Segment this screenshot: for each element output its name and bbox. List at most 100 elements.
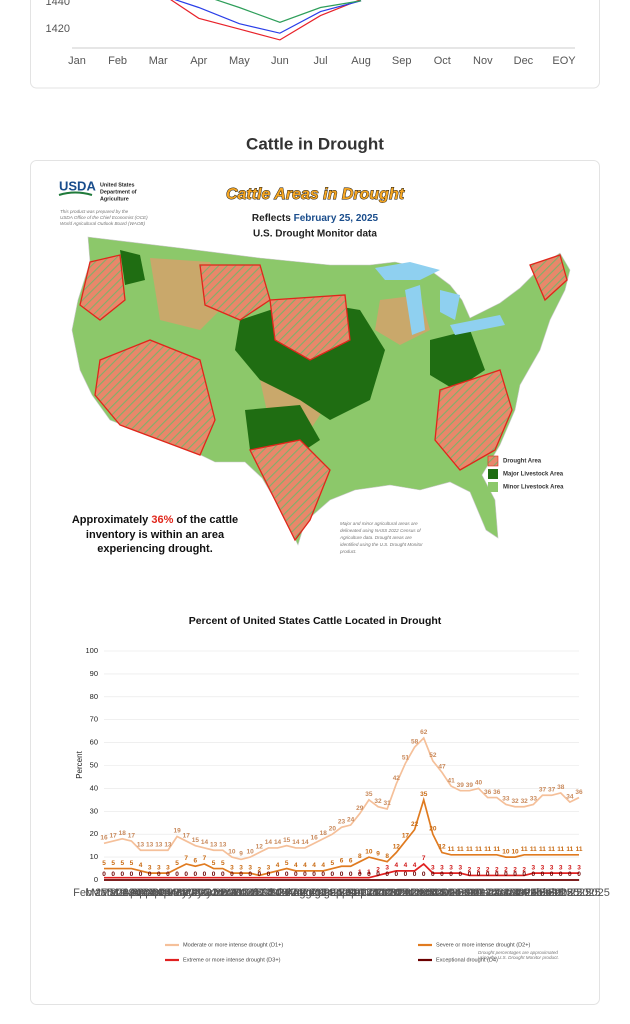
- data-label: 9: [239, 851, 243, 858]
- series-line: [170, 0, 362, 41]
- chart-card: [30, 0, 600, 89]
- data-label: 11: [493, 846, 500, 853]
- data-label: 37: [539, 786, 547, 793]
- data-label: 39: [466, 782, 474, 789]
- x-tick-label: Feb: [108, 55, 127, 67]
- data-label: 10: [247, 848, 255, 855]
- data-label: 8: [385, 853, 389, 860]
- x-tick-label: Jan 21 2025: [503, 887, 564, 899]
- reflects: Reflects: [252, 213, 291, 224]
- y-axis-label: Percent: [75, 750, 84, 778]
- x-tick-label: Nov 19 2024: [420, 887, 482, 899]
- lake: [405, 285, 425, 335]
- series-line: [174, 0, 362, 34]
- x-tick-label: Mar 19 2024: [101, 887, 163, 899]
- data-label: 3: [559, 864, 563, 871]
- data-label: 4: [303, 862, 307, 869]
- x-tick-label: Oct 8 2024: [369, 887, 423, 899]
- data-label: 3: [449, 864, 453, 871]
- data-label: 12: [393, 844, 401, 851]
- x-tick-label: Nov: [473, 55, 493, 67]
- legend-swatch: [487, 455, 499, 467]
- data-label: 35: [420, 791, 428, 798]
- legend-swatch: [488, 469, 498, 479]
- prepared-note: World Agricultural Outlook Board (WAOB): [60, 221, 145, 226]
- data-label: 3: [248, 864, 252, 871]
- x-tick-label: Nov 26 2024: [429, 887, 491, 899]
- data-label: 0: [120, 871, 124, 878]
- data-label: 4: [394, 862, 398, 869]
- x-tick-label: Sep: [392, 55, 412, 67]
- x-tick-label: Jul 9 2024: [252, 887, 303, 899]
- data-label: 13: [137, 841, 145, 848]
- data-label: 0: [102, 871, 106, 878]
- data-label: 2: [376, 867, 380, 874]
- data-label: 0: [184, 871, 188, 878]
- y-tick-label: 10: [90, 852, 98, 861]
- data-label: 11: [466, 846, 473, 853]
- data-label: 0: [221, 871, 225, 878]
- top-chart: 1420 1440 Jan Feb Mar Apr May Jun Jul Aug Sep Oct No…: [46, 0, 576, 67]
- x-tick-label: Feb 4 2025: [524, 887, 580, 899]
- summary-line: inventory is within an area: [86, 529, 225, 541]
- data-label: 38: [557, 784, 565, 791]
- drought-area: [434, 369, 513, 471]
- data-label: 11: [475, 846, 482, 853]
- data-label: 0: [175, 871, 179, 878]
- data-label: 4: [276, 862, 280, 869]
- y-tick-label: 80: [90, 692, 98, 701]
- series-line: [214, 0, 362, 23]
- x-tick-label: May 7 2024: [167, 887, 224, 899]
- map-title: Cattle Areas in Drought: [226, 186, 405, 203]
- x-tick-label: Feb 25 2025: [548, 887, 610, 899]
- data-label: 32: [374, 798, 382, 805]
- data-label: 4: [404, 862, 408, 869]
- major-livestock: [120, 250, 145, 285]
- y-tick-label: 70: [90, 715, 98, 724]
- data-label: 6: [340, 857, 344, 864]
- legend-label: Moderate or more intense drought (D1+): [183, 942, 283, 948]
- legend-label: Exceptional drought (D4): [436, 957, 498, 963]
- summary-line: experiencing drought.: [97, 543, 213, 555]
- x-tick-label: Mar: [149, 55, 168, 67]
- data-label: 0: [559, 871, 563, 878]
- data-label: 0: [513, 871, 517, 878]
- data-label: 40: [475, 780, 483, 787]
- data-label: 51: [402, 754, 410, 761]
- x-tick-label: Jun 25 2024: [229, 887, 290, 899]
- data-label: 0: [212, 871, 216, 878]
- data-label: 7: [184, 855, 188, 862]
- lake: [375, 262, 440, 280]
- x-tick-label: Dec: [514, 55, 534, 67]
- data-label: 5: [212, 860, 216, 867]
- x-tick-label: Jan 14 2025: [494, 887, 555, 899]
- x-tick-label: Oct: [434, 55, 451, 67]
- data-label: 2: [504, 867, 508, 874]
- legend-label: Severe or more intense drought (D2+): [436, 942, 531, 948]
- data-label: 5: [111, 860, 115, 867]
- x-tick-label: Nov 12 2024: [411, 887, 473, 899]
- x-tick-label: May 14 2024: [173, 887, 237, 899]
- data-label: 0: [285, 871, 289, 878]
- data-label: 17: [183, 832, 191, 839]
- map-footnote: identified using the U.S. Drought Monito…: [340, 542, 423, 547]
- data-label: 62: [420, 729, 428, 736]
- x-tick-label: Mar 26 2024: [110, 887, 172, 899]
- data-label: 3: [157, 864, 161, 871]
- data-label: 16: [310, 835, 318, 842]
- data-label: 3: [239, 864, 243, 871]
- data-label: 0: [422, 871, 426, 878]
- data-label: 14: [301, 839, 309, 846]
- x-tick-label: Apr 2 2024: [123, 887, 177, 899]
- data-label: 0: [440, 871, 444, 878]
- data-label: 13: [146, 841, 154, 848]
- usda-logo: USDA: [59, 178, 96, 193]
- data-label: 5: [285, 860, 289, 867]
- data-label: 0: [166, 871, 170, 878]
- x-tick-label: Mar 5 2024: [85, 887, 141, 899]
- x-tick-label: Sep 24 2024: [347, 887, 409, 899]
- data-label: 36: [484, 789, 492, 796]
- data-label: 12: [438, 844, 446, 851]
- data-label: 3: [431, 864, 435, 871]
